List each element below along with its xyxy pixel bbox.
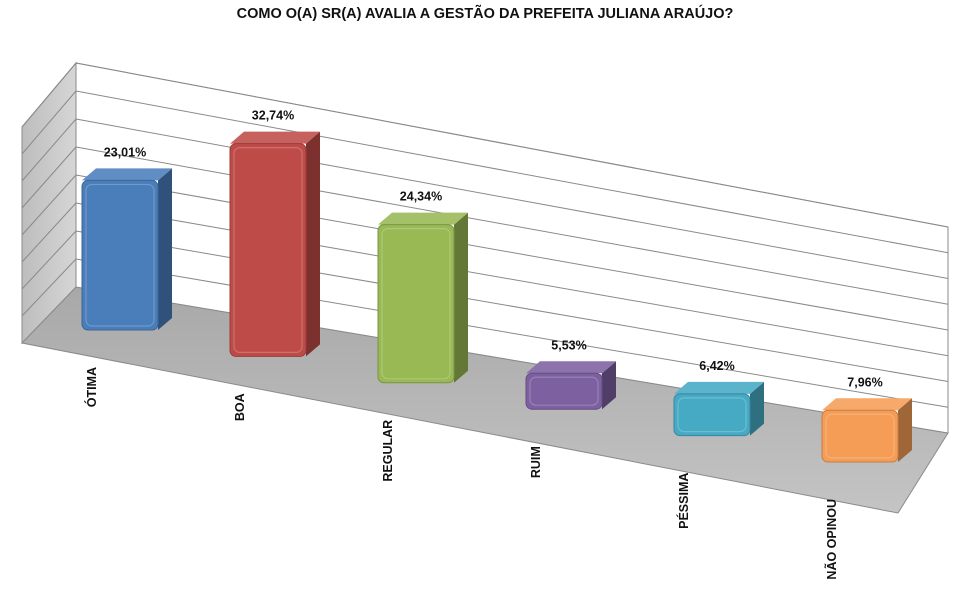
- bar-front: [81, 179, 159, 331]
- bar-side: [306, 131, 320, 357]
- category-label: NÃO OPINOU: [824, 499, 839, 580]
- bar-não-opinou: [821, 398, 912, 463]
- bar-péssima: [673, 381, 764, 437]
- value-label: 23,01%: [104, 145, 146, 159]
- labels-group: 23,01% ÓTIMA 32,74% BOA 24,34% REGULAR 5,53% RU…: [84, 109, 883, 580]
- bar-top: [230, 131, 320, 144]
- bar-front: [821, 409, 899, 463]
- gridline: [21, 230, 77, 290]
- bar-ótima: [81, 168, 172, 331]
- bar-highlight: [529, 376, 599, 406]
- bar-boa: [229, 131, 320, 357]
- value-label: 32,74%: [252, 109, 294, 123]
- bar-side: [454, 212, 468, 383]
- bar-front: [673, 393, 751, 437]
- bar-side: [750, 381, 764, 436]
- value-label: 7,96%: [847, 375, 882, 389]
- bar-highlight: [233, 146, 303, 353]
- gridline: [21, 202, 77, 263]
- gridline: [21, 258, 77, 317]
- gridline: [75, 258, 949, 408]
- gridline: [75, 62, 949, 228]
- gridline: [75, 202, 949, 357]
- bar-highlight: [825, 413, 895, 459]
- bar-front: [525, 372, 603, 410]
- chart-title: COMO O(A) SR(A) AVALIA A GESTÃO DA PREFE…: [236, 6, 734, 22]
- value-label: 6,42%: [699, 359, 734, 373]
- bar-top: [526, 361, 616, 374]
- bar-top: [822, 398, 912, 411]
- gridline: [21, 62, 77, 128]
- bar-top: [378, 212, 468, 225]
- bar-top: [82, 168, 172, 181]
- category-label: BOA: [233, 393, 247, 421]
- value-label: 5,53%: [551, 338, 586, 352]
- category-label: PÉSSIMA: [676, 473, 691, 529]
- gridline: [21, 118, 77, 182]
- category-label: ÓTIMA: [84, 367, 99, 407]
- gridline: [75, 146, 949, 305]
- category-label: REGULAR: [381, 420, 395, 482]
- gridline: [75, 174, 949, 331]
- bar-front: [377, 224, 455, 384]
- gridline: [21, 146, 77, 209]
- gridline: [21, 90, 77, 155]
- bar-highlight: [85, 183, 155, 327]
- bar-side: [602, 361, 616, 410]
- category-label: RUIM: [529, 446, 543, 478]
- gridline: [21, 174, 77, 236]
- bar-side: [158, 168, 172, 330]
- value-label: 24,34%: [400, 190, 442, 204]
- bar-side: [898, 398, 912, 462]
- bar-highlight: [677, 397, 747, 433]
- bar-regular: [377, 212, 468, 384]
- bar-top: [674, 381, 764, 394]
- gridline: [75, 90, 949, 254]
- bar-front: [229, 143, 307, 357]
- bar-highlight: [381, 227, 451, 380]
- gridline: [75, 230, 949, 382]
- bar-ruim: [525, 361, 616, 410]
- gridline: [75, 118, 949, 279]
- bars-group: [81, 131, 912, 463]
